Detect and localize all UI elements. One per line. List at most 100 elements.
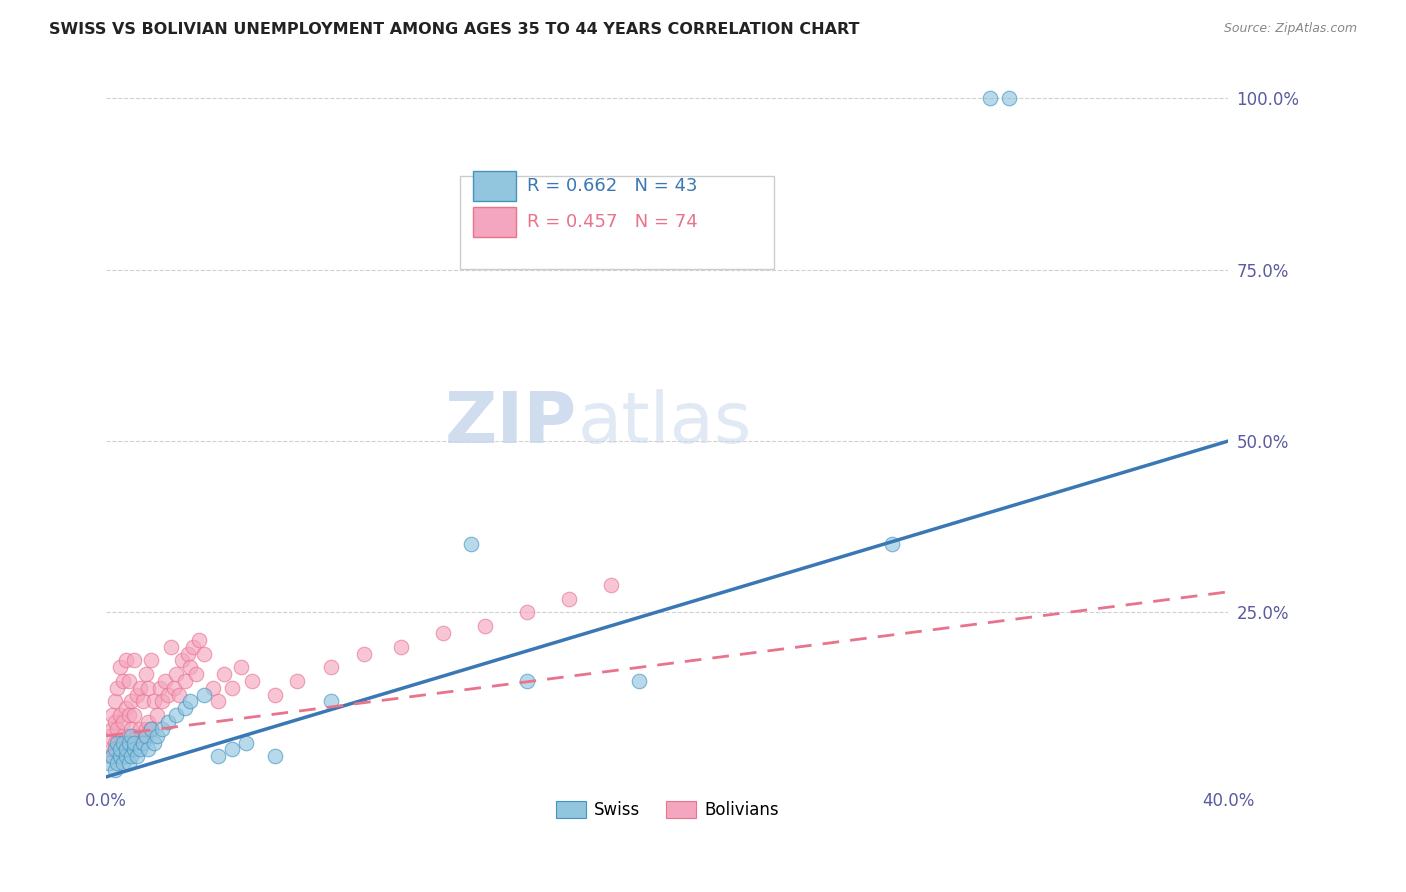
- Point: [880, 537, 903, 551]
- Point: [121, 729, 143, 743]
- Point: [150, 722, 173, 736]
- Point: [193, 647, 215, 661]
- Point: [460, 537, 482, 551]
- Point: [516, 606, 538, 620]
- Point: [124, 736, 146, 750]
- Point: [207, 749, 229, 764]
- Point: [145, 708, 167, 723]
- Point: [134, 667, 156, 681]
- Point: [121, 749, 143, 764]
- Point: [136, 681, 159, 695]
- Point: [263, 688, 285, 702]
- Point: [124, 653, 146, 667]
- FancyBboxPatch shape: [474, 207, 516, 236]
- Point: [124, 736, 146, 750]
- Point: [263, 749, 285, 764]
- Point: [319, 694, 342, 708]
- Point: [129, 742, 152, 756]
- Point: [112, 756, 135, 771]
- Point: [207, 694, 229, 708]
- Point: [145, 729, 167, 743]
- Point: [127, 688, 149, 702]
- Point: [107, 681, 129, 695]
- Point: [235, 736, 257, 750]
- Point: [176, 647, 198, 661]
- FancyBboxPatch shape: [474, 170, 516, 201]
- Point: [131, 729, 153, 743]
- Point: [101, 749, 124, 764]
- Point: [110, 742, 132, 756]
- Point: [221, 681, 243, 695]
- Point: [181, 640, 204, 654]
- Point: [134, 722, 156, 736]
- Point: [139, 722, 162, 736]
- Point: [124, 708, 146, 723]
- Point: [150, 694, 173, 708]
- Point: [107, 736, 129, 750]
- Point: [129, 722, 152, 736]
- Point: [159, 640, 181, 654]
- Point: [107, 756, 129, 771]
- Point: [285, 673, 308, 688]
- Point: [156, 688, 179, 702]
- Point: [127, 749, 149, 764]
- Text: atlas: atlas: [578, 390, 752, 458]
- Point: [167, 688, 190, 702]
- Point: [162, 681, 184, 695]
- Point: [179, 694, 201, 708]
- Point: [110, 736, 132, 750]
- Point: [628, 673, 651, 688]
- Point: [474, 619, 496, 633]
- Point: [131, 736, 153, 750]
- Point: [121, 694, 143, 708]
- Point: [173, 701, 195, 715]
- Point: [104, 742, 127, 756]
- Point: [979, 91, 1001, 105]
- Point: [104, 694, 127, 708]
- Point: [118, 673, 141, 688]
- Point: [353, 647, 375, 661]
- Point: [127, 729, 149, 743]
- Point: [148, 681, 170, 695]
- Point: [129, 681, 152, 695]
- Point: [139, 653, 162, 667]
- Point: [221, 742, 243, 756]
- FancyBboxPatch shape: [460, 176, 773, 269]
- Point: [516, 673, 538, 688]
- Point: [118, 736, 141, 750]
- Point: [201, 681, 224, 695]
- Point: [112, 729, 135, 743]
- Point: [101, 742, 124, 756]
- Point: [170, 653, 193, 667]
- Point: [115, 742, 138, 756]
- Point: [115, 736, 138, 750]
- Point: [121, 722, 143, 736]
- Point: [165, 667, 187, 681]
- Point: [229, 660, 252, 674]
- Text: Source: ZipAtlas.com: Source: ZipAtlas.com: [1223, 22, 1357, 36]
- Point: [319, 660, 342, 674]
- Point: [112, 673, 135, 688]
- Point: [101, 722, 124, 736]
- Point: [179, 660, 201, 674]
- Point: [187, 632, 209, 647]
- Point: [107, 722, 129, 736]
- Text: ZIP: ZIP: [446, 390, 578, 458]
- Point: [98, 756, 121, 771]
- Point: [136, 714, 159, 729]
- Point: [193, 688, 215, 702]
- Point: [998, 91, 1021, 105]
- Point: [139, 722, 162, 736]
- Point: [110, 660, 132, 674]
- Point: [389, 640, 412, 654]
- Point: [131, 694, 153, 708]
- Point: [600, 578, 623, 592]
- Point: [101, 708, 124, 723]
- Point: [165, 708, 187, 723]
- Point: [98, 749, 121, 764]
- Point: [118, 729, 141, 743]
- Point: [112, 736, 135, 750]
- Point: [212, 667, 235, 681]
- Point: [112, 714, 135, 729]
- Point: [118, 756, 141, 771]
